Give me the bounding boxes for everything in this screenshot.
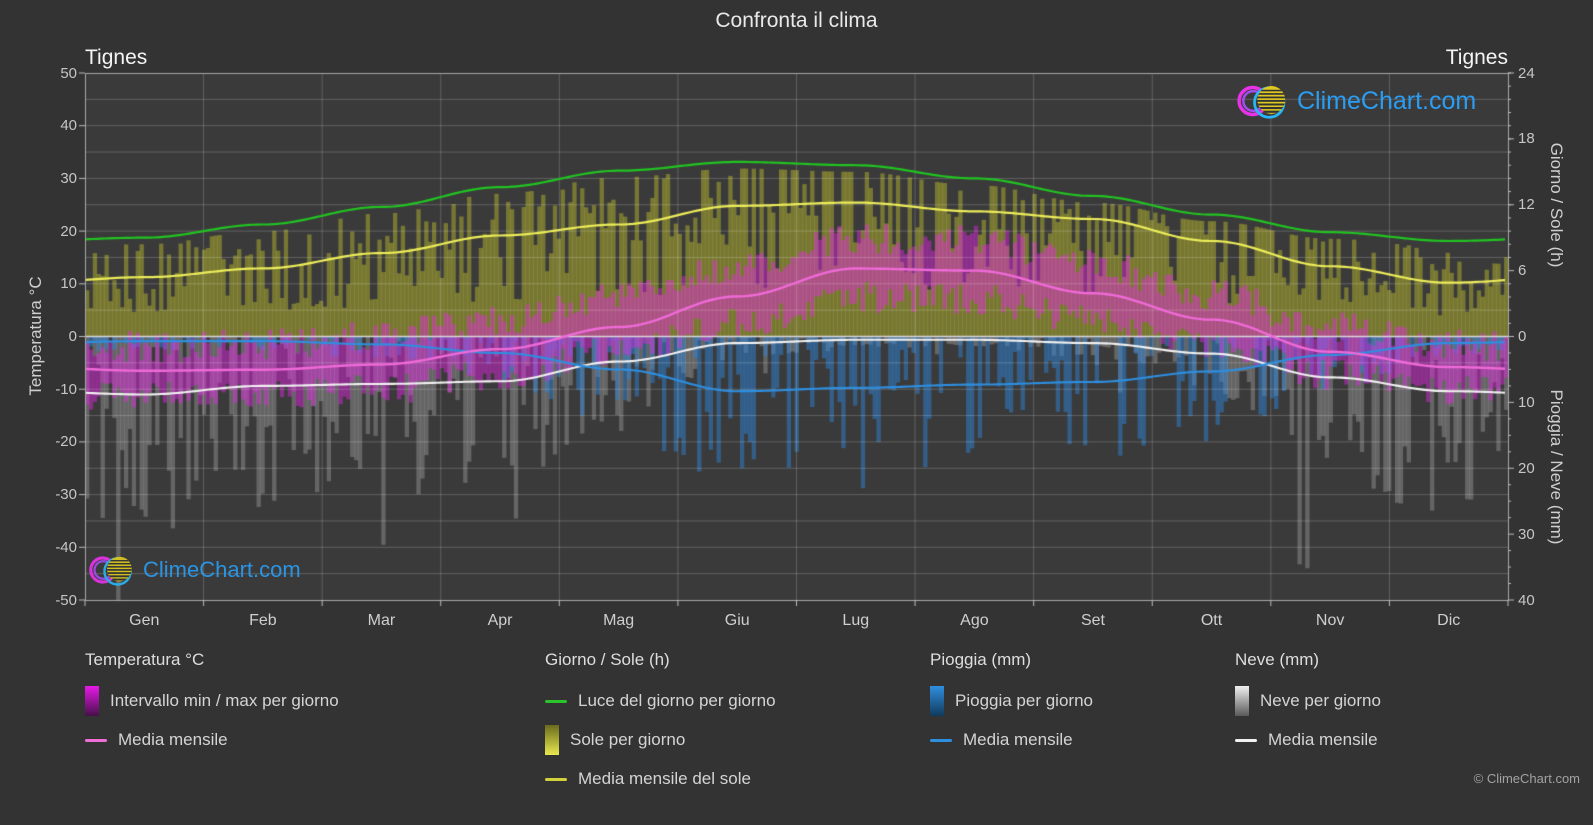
legend-group-0: Temperatura °C Intervallo min / max per g…: [85, 650, 339, 764]
month-tick-label: Feb: [249, 612, 277, 629]
legend-item: Media mensile: [1235, 725, 1381, 755]
legend-group-1: Giorno / Sole (h) Luce del giorno per gio…: [545, 650, 776, 803]
month-tick-label: Mar: [367, 612, 396, 629]
month-tick-label: Set: [1080, 612, 1105, 629]
temperature-tick-label: 50: [60, 64, 77, 82]
climechart-logo-text: ClimeChart.com: [1297, 86, 1477, 115]
temperature-tick-label: 0: [68, 328, 77, 345]
temperature-tick-label: -20: [55, 433, 77, 451]
climechart-logo-icon: [89, 556, 132, 586]
legend-gradient-swatch: [1235, 686, 1249, 716]
legend-item-label: Intervallo min / max per giorno: [110, 691, 339, 710]
legend-group-title: Temperatura °C: [85, 650, 205, 669]
legend-item-label: Pioggia per giorno: [955, 691, 1093, 710]
legend-group-3: Neve (mm) Neve per giorno Media mensile: [1235, 650, 1381, 764]
legend-item: Media mensile: [85, 725, 339, 755]
legend-item: Neve per giorno: [1235, 686, 1381, 716]
legend-item-label: Media mensile: [963, 730, 1073, 749]
copyright: © ClimeChart.com: [1473, 771, 1580, 786]
climechart-logo-top[interactable]: ClimeChart.com: [1236, 80, 1476, 122]
rain-snow-tick-label: 20: [1518, 459, 1535, 477]
legend-group-title: Neve (mm): [1235, 650, 1320, 669]
month-tick-label: Gen: [129, 612, 160, 629]
legend-item-label: Media mensile: [1268, 730, 1378, 749]
legend-group-title: Pioggia (mm): [930, 650, 1032, 669]
month-tick-label: Nov: [1315, 612, 1345, 629]
legend-line-swatch: [545, 699, 567, 703]
legend: Temperatura °C Intervallo min / max per g…: [85, 650, 1565, 815]
page-title: Confronta il clima: [715, 9, 878, 32]
legend-line-swatch: [85, 738, 107, 742]
temperature-tick-label: -50: [55, 591, 77, 609]
legend-gradient-swatch: [930, 686, 944, 716]
legend-line-swatch: [1235, 738, 1257, 742]
day-sun-tick-label: 6: [1518, 262, 1527, 280]
legend-item-label: Media mensile del sole: [578, 769, 751, 788]
climechart-logo-bottom[interactable]: ClimeChart.com: [88, 551, 301, 589]
legend-item: Media mensile del sole: [545, 764, 776, 794]
day-sun-tick-label: 12: [1518, 196, 1535, 214]
month-tick-label: Mag: [603, 612, 635, 629]
temperature-tick-label: -10: [55, 380, 77, 398]
legend-group-2: Pioggia (mm) Pioggia per giorno Media mens…: [930, 650, 1093, 764]
temperature-tick-label: 40: [60, 117, 77, 135]
day-sun-tick-label: 18: [1518, 130, 1535, 148]
month-tick-label: Giu: [724, 612, 750, 629]
legend-line-swatch: [545, 777, 567, 781]
temperature-tick-label: 10: [60, 275, 77, 293]
legend-line-swatch: [930, 738, 952, 742]
rain-snow-tick-label: 10: [1518, 393, 1535, 411]
legend-item: Pioggia per giorno: [930, 686, 1093, 716]
month-tick-label: Dic: [1437, 612, 1461, 629]
climechart-logo-icon: [1237, 85, 1286, 119]
legend-item-label: Luce del giorno per giorno: [578, 691, 776, 710]
climate-plot-canvas: [75, 63, 1518, 610]
legend-item: Media mensile: [930, 725, 1093, 755]
rain-snow-tick-label: 40: [1518, 591, 1535, 609]
month-tick-label: Lug: [842, 612, 870, 629]
legend-item-label: Neve per giorno: [1260, 691, 1381, 710]
month-tick-label: Ago: [960, 612, 989, 629]
legend-item-label: Sole per giorno: [570, 730, 686, 749]
rain-snow-tick-label: 30: [1518, 525, 1535, 543]
legend-group-title: Giorno / Sole (h): [545, 650, 670, 669]
climechart-logo-text: ClimeChart.com: [143, 557, 301, 582]
temperature-tick-label: 30: [60, 169, 77, 187]
temperature-tick-label: -40: [55, 538, 77, 556]
legend-gradient-swatch: [545, 725, 559, 755]
temperature-tick-label: -30: [55, 486, 77, 504]
legend-item: Sole per giorno: [545, 725, 776, 755]
temperature-tick-label: 20: [60, 222, 77, 240]
legend-item-label: Media mensile: [118, 730, 228, 749]
month-tick-label: Apr: [487, 612, 513, 629]
day-sun-tick-label: 0: [1518, 328, 1527, 345]
month-tick-label: Ott: [1200, 612, 1223, 629]
day-sun-tick-label: 24: [1518, 64, 1535, 82]
legend-item: Luce del giorno per giorno: [545, 686, 776, 716]
legend-gradient-swatch: [85, 686, 99, 716]
legend-item: Intervallo min / max per giorno: [85, 686, 339, 716]
